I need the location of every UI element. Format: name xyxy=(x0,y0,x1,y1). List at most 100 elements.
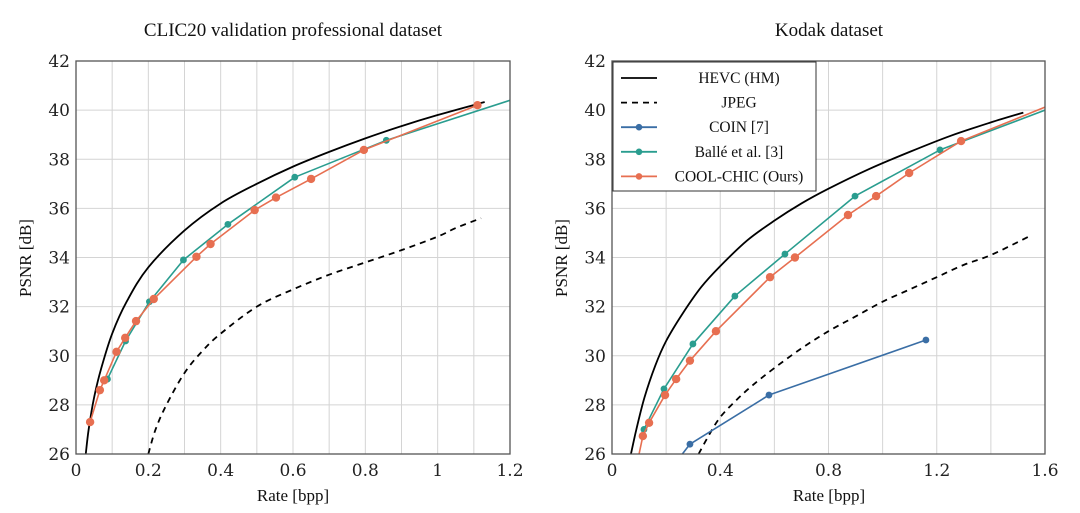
data-point-ball-et-al-3 xyxy=(936,146,944,154)
plot-frame xyxy=(611,60,1046,455)
y-tick-label: 26 xyxy=(584,445,606,465)
grid xyxy=(76,61,510,454)
data-point-cool-chic-ours xyxy=(271,193,281,202)
plot-frame xyxy=(75,60,511,455)
chart-title: CLIC20 validation professional dataset xyxy=(144,20,443,41)
data-point-cool-chic-ours xyxy=(359,145,369,155)
data-point-ball-et-al-3 xyxy=(660,385,668,393)
series-line-jpeg xyxy=(697,235,1030,454)
data-point-cool-chic-ours xyxy=(95,385,105,395)
data-point-cool-chic-ours xyxy=(711,326,721,336)
legend-label: COOL-CHIC (Ours) xyxy=(675,168,804,185)
data-point-ball-et-al-3 xyxy=(689,340,697,348)
data-point-cool-chic-ours xyxy=(131,316,141,326)
tick-labels: 0 0.4 0.8 1.2 1.6 26 28 30 32 34 36 38 40 42 xyxy=(584,52,1058,481)
x-tick-label: 1 xyxy=(432,461,443,481)
data-point-ball-et-al-3 xyxy=(731,292,739,300)
data-point-cool-chic-ours xyxy=(112,347,121,357)
legend-item-jpeg: JPEG xyxy=(621,95,757,112)
data-point-cool-chic-ours xyxy=(685,356,695,365)
y-tick-label: 32 xyxy=(48,298,70,318)
data-point-cool-chic-ours xyxy=(843,210,853,220)
data-point-cool-chic-ours xyxy=(206,239,215,249)
y-tick-label: 34 xyxy=(48,249,70,269)
y-tick-label: 26 xyxy=(48,445,70,465)
legend-label: Ballé et al. [3] xyxy=(695,144,784,161)
series-line-ball-et-al-3 xyxy=(643,109,1045,430)
x-axis-label: Rate [bpp] xyxy=(793,486,865,505)
data-point-cool-chic-ours xyxy=(149,294,158,304)
data-point-cool-chic-ours xyxy=(644,418,654,428)
data-point-cool-chic-ours xyxy=(765,272,775,282)
chart-title: Kodak dataset xyxy=(775,20,884,41)
tick-labels: 0 0.2 0.4 0.6 0.8 1 1.2 26 28 30 32 34 36 38 40 42 xyxy=(48,52,523,481)
x-tick-label: 1.2 xyxy=(923,461,950,481)
data-point-ball-et-al-3 xyxy=(851,192,859,200)
chart-kodak: Kodak dataset Rate [bpp] PSNR [dB] 0 0.4 0… xyxy=(552,20,1059,505)
legend-item-cool-chic-ours: COOL-CHIC (Ours) xyxy=(621,168,803,185)
series-line-hevc-hm xyxy=(84,101,485,454)
y-tick-label: 28 xyxy=(584,396,606,416)
y-tick-label: 42 xyxy=(584,52,606,72)
x-tick-label: 0.2 xyxy=(135,461,162,481)
data-point-cool-chic-ours xyxy=(250,205,259,215)
series-line-hevc-hm xyxy=(630,111,1024,454)
series-group xyxy=(84,99,510,454)
y-tick-label: 36 xyxy=(584,199,606,219)
x-tick-label: 0.4 xyxy=(707,461,734,481)
y-tick-label: 32 xyxy=(584,298,606,318)
y-axis-label: PSNR [dB] xyxy=(16,219,35,297)
y-tick-label: 30 xyxy=(48,347,70,367)
data-point-cool-chic-ours xyxy=(871,191,881,201)
series-line-cool-chic-ours xyxy=(638,106,1045,454)
legend-label: HEVC (HM) xyxy=(698,70,779,87)
series-line-jpeg xyxy=(147,217,482,454)
legend-marker xyxy=(635,173,643,180)
data-point-ball-et-al-3 xyxy=(781,250,789,258)
data-point-coin-7 xyxy=(686,440,694,448)
y-tick-label: 42 xyxy=(48,52,70,72)
x-tick-label: 1.2 xyxy=(496,461,523,481)
y-tick-label: 40 xyxy=(48,101,70,121)
data-point-cool-chic-ours xyxy=(790,253,800,262)
legend: HEVC (HM) JPEG COIN [7] Ballé et al. [3] COO… xyxy=(612,61,817,192)
y-tick-label: 38 xyxy=(584,150,606,170)
x-tick-label: 0.8 xyxy=(352,461,379,481)
data-point-cool-chic-ours xyxy=(85,417,95,427)
data-point-cool-chic-ours xyxy=(638,431,648,441)
data-point-cool-chic-ours xyxy=(473,101,482,110)
y-tick-label: 36 xyxy=(48,199,70,219)
series-line-ball-et-al-3 xyxy=(106,99,510,380)
data-point-coin-7 xyxy=(922,336,930,344)
chart-clic20: CLIC20 validation professional dataset R… xyxy=(16,20,524,505)
y-tick-label: 30 xyxy=(584,347,606,367)
x-tick-label: 0 xyxy=(607,461,618,481)
data-point-cool-chic-ours xyxy=(120,333,130,343)
y-tick-label: 40 xyxy=(584,101,606,121)
series-line-cool-chic-ours xyxy=(89,104,478,423)
data-point-ball-et-al-3 xyxy=(224,220,232,228)
series-group xyxy=(630,106,1045,454)
data-point-ball-et-al-3 xyxy=(180,256,187,264)
data-point-cool-chic-ours xyxy=(192,252,201,261)
y-axis-label: PSNR [dB] xyxy=(552,219,571,297)
y-tick-label: 34 xyxy=(584,249,606,269)
data-point-ball-et-al-3 xyxy=(291,173,299,181)
data-point-cool-chic-ours xyxy=(956,136,966,146)
data-point-cool-chic-ours xyxy=(671,374,681,384)
series-line-coin-7 xyxy=(681,339,927,454)
x-tick-label: 0.8 xyxy=(815,461,842,481)
legend-marker xyxy=(635,148,643,156)
data-point-cool-chic-ours xyxy=(904,168,914,178)
data-point-cool-chic-ours xyxy=(660,390,670,400)
legend-item-coin-7: COIN [7] xyxy=(621,119,769,136)
legend-item-ball-et-al-3: Ballé et al. [3] xyxy=(621,144,783,161)
data-point-cool-chic-ours xyxy=(100,376,109,385)
y-tick-label: 28 xyxy=(48,396,70,416)
data-point-coin-7 xyxy=(765,391,773,399)
y-tick-label: 38 xyxy=(48,150,70,170)
x-tick-label: 0.4 xyxy=(207,461,234,481)
x-tick-label: 0.6 xyxy=(279,461,306,481)
legend-marker xyxy=(635,123,643,131)
